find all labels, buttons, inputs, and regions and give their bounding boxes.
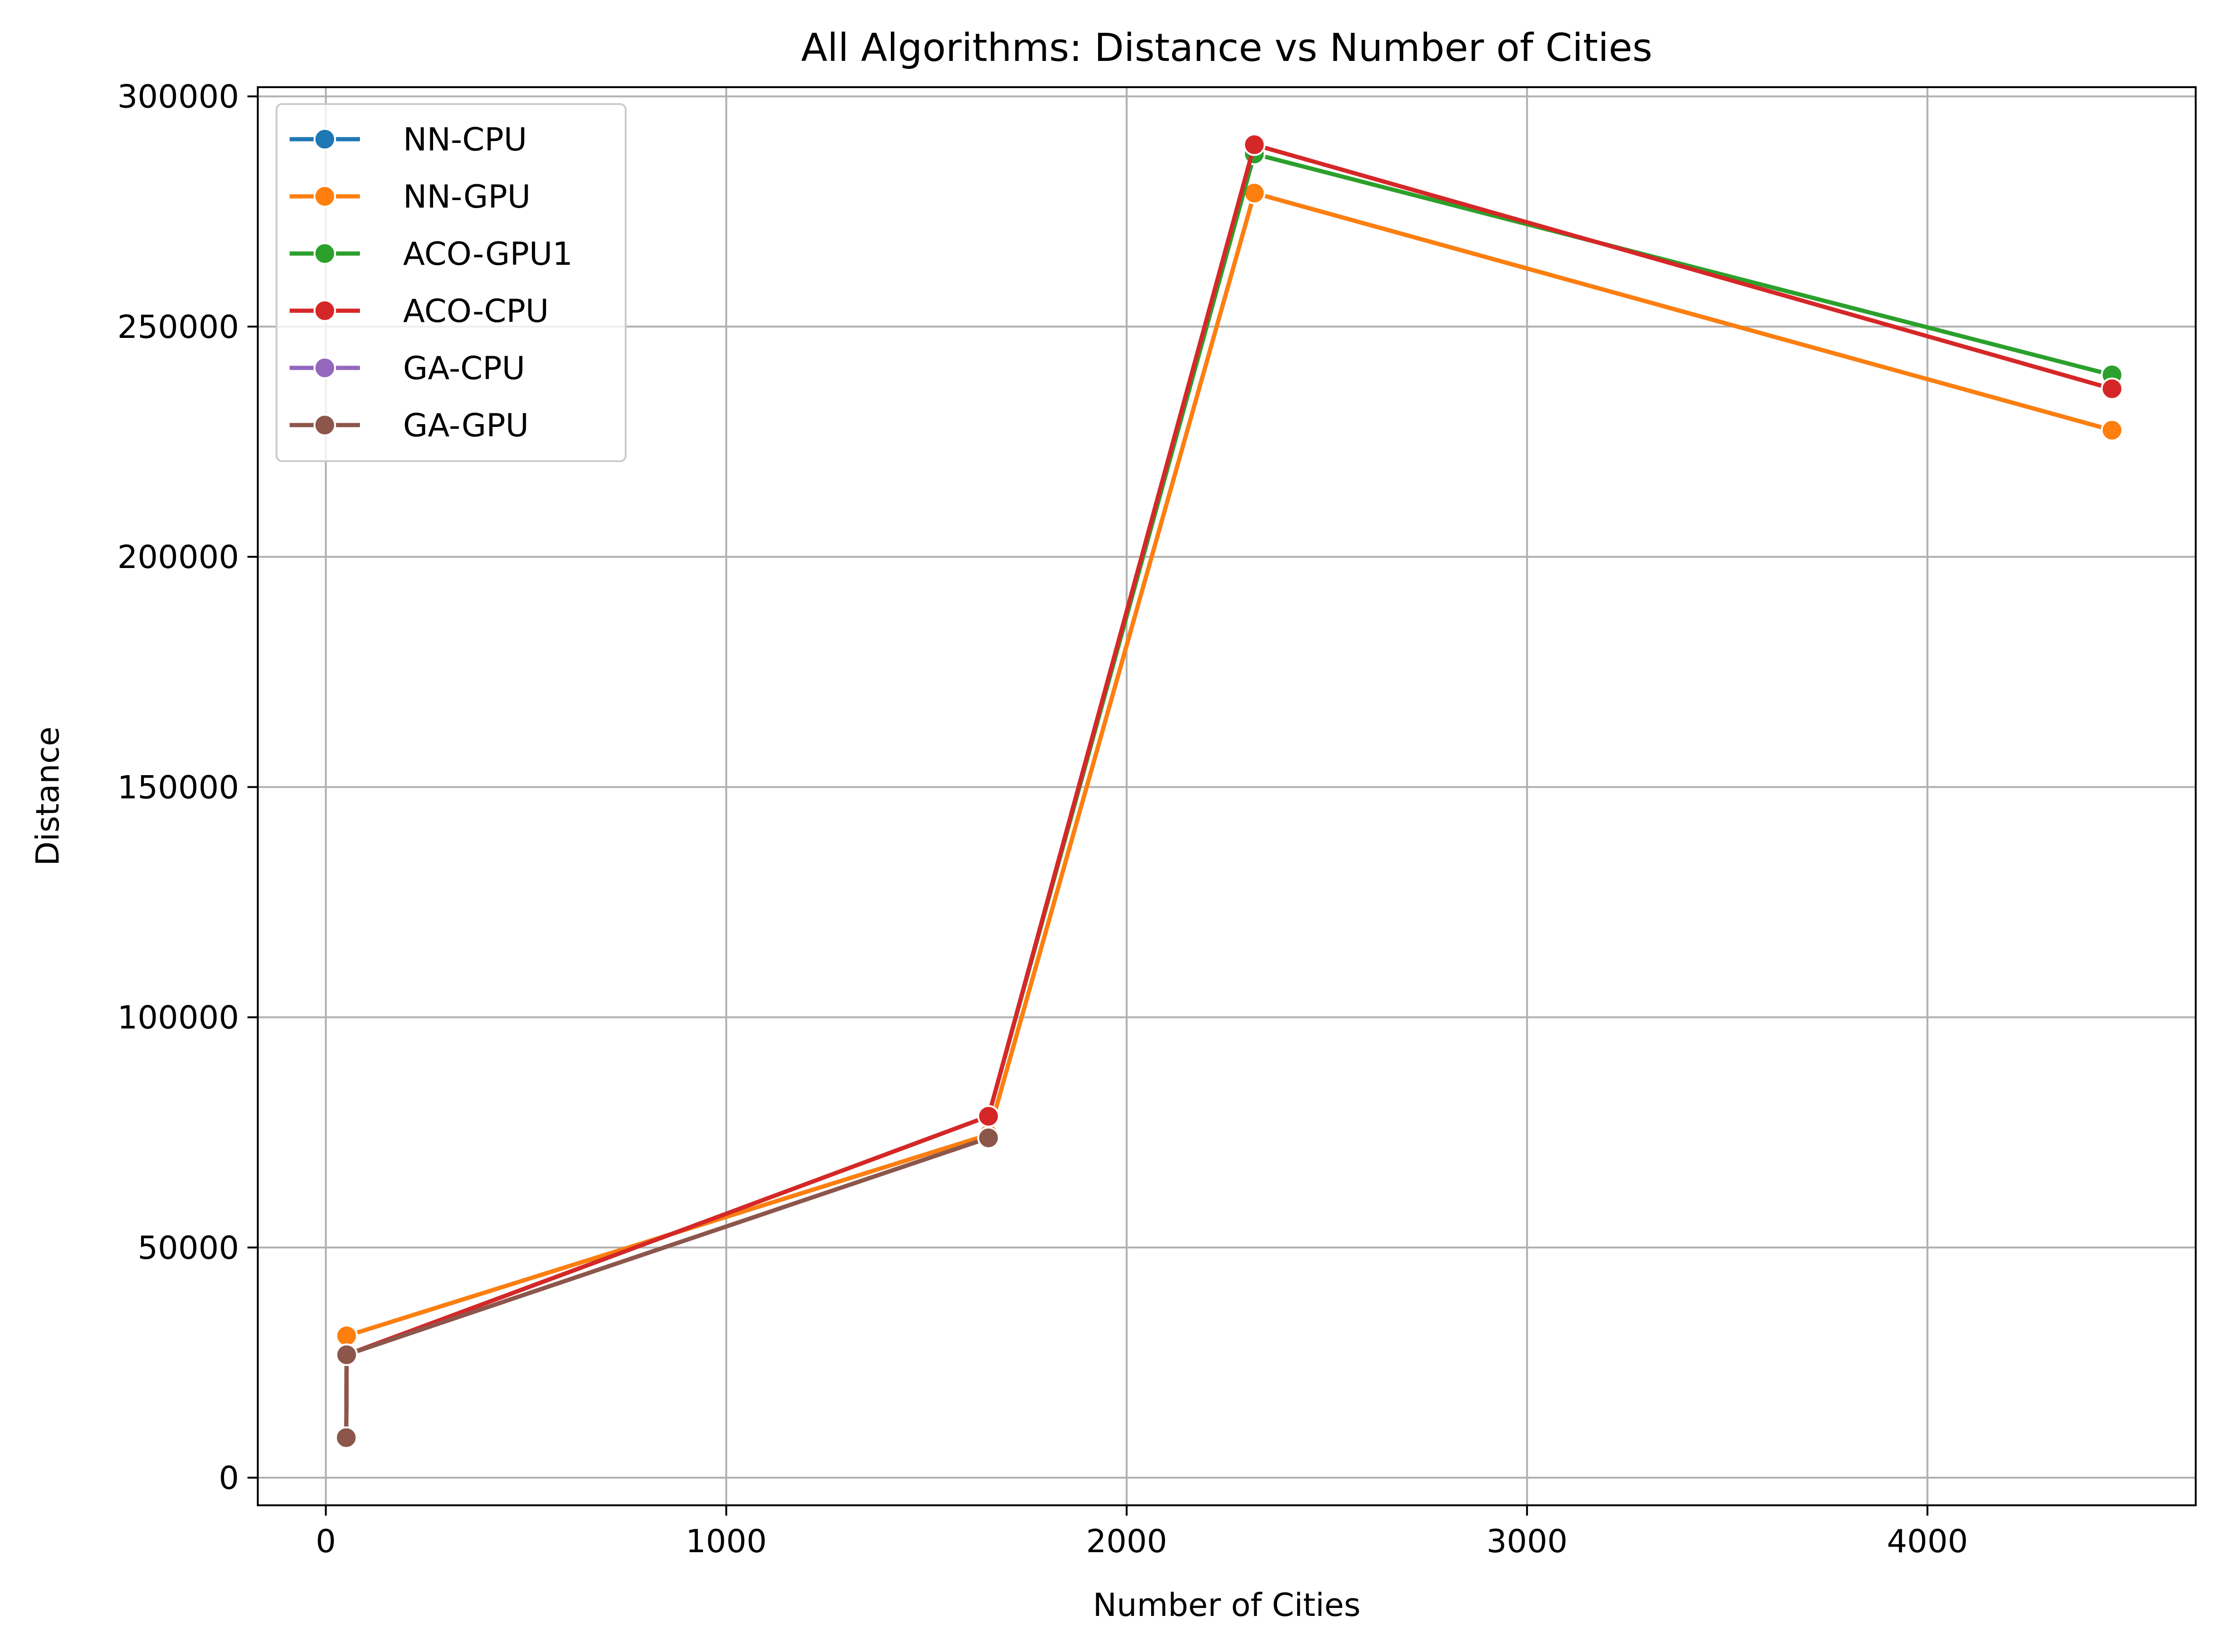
legend-label-ga-gpu: GA-GPU: [403, 407, 529, 444]
legend-marker-ga-gpu: [314, 414, 336, 436]
data-point-ga-gpu: [335, 1426, 358, 1449]
data-point-aco-cpu: [977, 1105, 1000, 1128]
data-point-nn-gpu: [2101, 419, 2124, 441]
data-point-aco-cpu: [2101, 377, 2124, 400]
x-axis-title: Number of Cities: [1093, 1587, 1361, 1624]
legend-marker-ga-cpu: [314, 357, 336, 379]
data-point-aco-cpu: [1243, 133, 1266, 156]
legend-marker-nn-gpu: [314, 185, 336, 208]
legend-label-nn-cpu: NN-CPU: [403, 121, 527, 158]
data-point-ga-gpu: [977, 1126, 1000, 1149]
legend-marker-aco-cpu: [314, 299, 336, 322]
legend-item-aco-cpu: ACO-CPU: [290, 293, 549, 330]
y-tick-label: 200000: [117, 539, 239, 576]
series-ga-gpu: [335, 1126, 1000, 1449]
legend-item-nn-gpu: NN-GPU: [290, 179, 531, 216]
legend-label-aco-gpu1: ACO-GPU1: [403, 236, 573, 273]
data-point-nn-gpu: [335, 1324, 358, 1347]
y-tick-label: 0: [219, 1460, 239, 1497]
legend-label-ga-cpu: GA-CPU: [403, 350, 525, 387]
legend-marker-aco-gpu1: [314, 242, 336, 265]
y-tick-label: 150000: [117, 769, 239, 806]
axis-ticks: 0 1000 2000 3000 4000 0 50000 100000 150000 20000…: [117, 79, 1968, 1560]
x-tick-label: 2000: [1086, 1523, 1167, 1560]
legend-label-nn-gpu: NN-GPU: [403, 179, 531, 216]
legend-marker-nn-cpu: [314, 128, 336, 150]
legend-item-nn-cpu: NN-CPU: [290, 121, 527, 158]
plot-frame: [257, 86, 2197, 1506]
y-tick-label: 50000: [138, 1230, 239, 1267]
y-tick-label: 100000: [117, 1000, 239, 1037]
y-axis-title: Distance: [30, 726, 67, 866]
x-tick-label: 3000: [1487, 1523, 1568, 1560]
x-tick-label: 1000: [686, 1523, 767, 1560]
y-tick-label: 250000: [117, 309, 239, 346]
y-tick-label: 300000: [117, 79, 239, 116]
x-tick-label: 4000: [1887, 1523, 1968, 1560]
legend-label-aco-cpu: ACO-CPU: [403, 293, 549, 330]
chart-title: All Algorithms: Distance vs Number of Ci…: [801, 26, 1652, 70]
legend: NN-CPU NN-GPU ACO-GPU1 ACO-CPU GA-CPU GA-GPU: [276, 103, 627, 462]
data-point-ga-gpu: [335, 1343, 358, 1366]
x-tick-label: 0: [316, 1523, 336, 1560]
legend-item-ga-cpu: GA-CPU: [290, 350, 525, 387]
gridlines: [258, 87, 2196, 1505]
legend-box: [276, 103, 627, 462]
plot-area: [335, 133, 2124, 1450]
legend-item-ga-gpu: GA-GPU: [290, 407, 529, 444]
legend-item-aco-gpu1: ACO-GPU1: [290, 236, 573, 273]
